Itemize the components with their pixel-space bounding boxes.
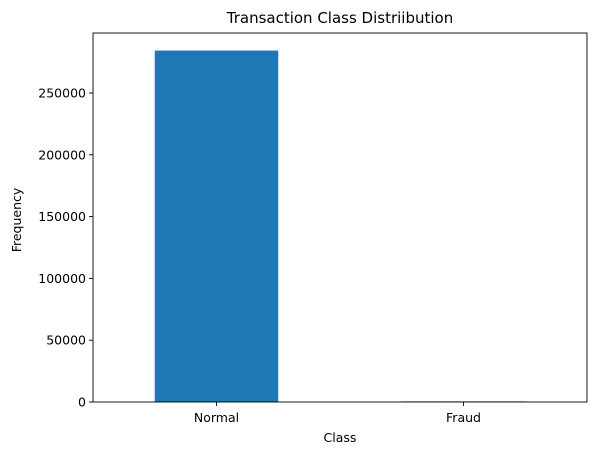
x-tick-label-fraud: Fraud (446, 410, 481, 425)
bar-normal (154, 50, 279, 402)
axes-frame (92, 32, 588, 403)
y-tick-label-250000: 250000 (38, 85, 86, 100)
y-tick-label-150000: 150000 (38, 209, 86, 224)
y-axis-label: Frequency (9, 187, 24, 252)
y-tick-label-0: 0 (78, 395, 86, 410)
x-axis-label: Class (324, 430, 357, 445)
chart-title: Transaction Class Distriibution (226, 9, 454, 27)
plot-area: Normal Fraud 0 50000 100000 150000 200000 25000… (38, 32, 588, 425)
y-tick-label-200000: 200000 (38, 147, 86, 162)
y-tick-label-50000: 50000 (46, 333, 86, 348)
y-tick-label-100000: 100000 (38, 271, 86, 286)
x-tick-label-normal: Normal (194, 410, 239, 425)
